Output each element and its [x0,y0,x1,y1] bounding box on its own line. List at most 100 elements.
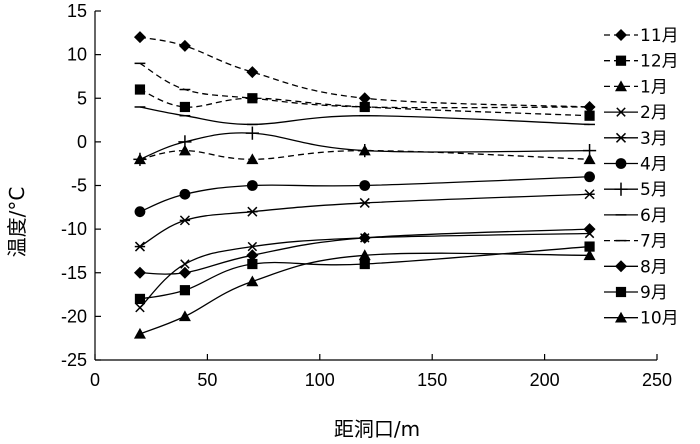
series-10-point-3 [246,249,259,262]
y-tick-label: -5 [71,176,87,196]
legend-marker [615,286,627,298]
series-2-point-5 [584,110,595,121]
series-12-point-3 [246,275,259,287]
series-11-point-3 [247,258,258,270]
series-1-point-1 [133,31,146,44]
legend-item-10: 8月 [604,257,668,277]
legend-label: 1月 [640,77,668,97]
series-5-point-4 [359,197,370,208]
legend-item-4: 2月 [604,103,668,123]
legend-label: 2月 [640,103,668,123]
legend-marker [615,80,627,92]
legend-item-2: 12月 [604,52,679,72]
legend-item-12: 10月 [604,309,679,329]
legend-label: 9月 [640,283,668,303]
series-7-point-1 [133,152,147,166]
y-tick-label: 5 [77,88,87,108]
series-11-point-5 [584,241,595,252]
series-11-point-1 [134,293,146,305]
series-10-point-1 [133,266,146,279]
y-axis-title: 温度/°C [5,187,29,258]
series-line-4 [139,232,590,309]
series-7-point-3 [245,126,259,140]
series-4-point-2 [180,259,190,269]
series-5-point-1 [134,241,146,252]
series-5-point-3 [247,206,258,217]
series-1-point-2 [178,39,191,52]
series-3-point-5 [583,153,596,165]
legend-marker [615,158,627,169]
series-7-point-4 [358,144,372,158]
y-tick-label: 15 [67,1,87,21]
series-2-point-1 [134,84,146,95]
series-line-9 [139,62,590,109]
legend-marker [615,311,627,323]
series-10-point-2 [178,266,191,279]
legend-item-6: 4月 [604,155,668,175]
series-6-point-5 [584,171,595,183]
y-tick-label: -10 [61,219,87,239]
y-tick-label: -20 [61,306,87,326]
series-3-point-3 [246,153,259,165]
series-7-point-2 [178,135,192,149]
series-line-5 [139,193,590,248]
legend-label: 6月 [640,206,668,226]
series-1-point-3 [246,66,259,79]
series-2-point-2 [179,101,191,113]
legend-marker [614,182,628,196]
legend-label: 5月 [640,180,668,200]
legend-label: 8月 [640,257,668,277]
series-6-point-4 [359,180,371,191]
legend-item-9: 7月 [604,232,668,252]
series-7-point-5 [582,144,597,158]
legend-marker [615,260,627,273]
series-5-point-2 [179,215,191,226]
series-6-point-1 [134,206,146,218]
y-tick-label: -15 [61,263,87,283]
legend-item-1: 11月 [604,26,679,46]
series-12-point-5 [583,249,596,261]
x-axis-title: 距洞口/m [334,417,420,441]
series-12-point-4 [358,249,371,261]
series-6-point-3 [246,180,258,191]
series-3-point-2 [178,144,191,156]
y-tick-label: -25 [61,350,87,370]
legend-label: 12月 [640,52,679,72]
legend-marker [615,132,627,143]
series-6-point-2 [179,188,191,200]
x-tick-label: 100 [305,370,335,390]
legend-item-11: 9月 [604,283,668,303]
series-markers [133,31,597,339]
legend-label: 3月 [640,129,668,149]
series-4-point-3 [247,241,258,252]
series-line-7 [139,132,590,160]
series-11-point-4 [359,258,370,270]
legend-label: 10月 [640,309,679,329]
series-12-point-1 [133,327,146,339]
series-5-point-5 [584,189,595,200]
legend-item-8: 6月 [604,206,668,226]
legend: 11月 12月 1月 2月 3月 4月 5月 6月 7月 8月 9月 10月 [604,26,679,329]
y-tick-label: 0 [77,132,87,152]
series-1-point-4 [358,92,371,105]
y-tick-label: 10 [67,45,87,65]
series-10-point-5 [583,223,596,236]
x-tick-label: 0 [90,370,100,390]
series-12-point-2 [178,310,191,322]
legend-marker [615,29,627,41]
x-tick-label: 150 [417,370,447,390]
legend-label: 7月 [640,232,668,252]
legend-item-7: 5月 [604,180,668,200]
x-tick-label: 250 [642,370,672,390]
x-tick-label: 50 [197,370,217,390]
legend-label: 11月 [640,26,679,46]
legend-item-5: 3月 [604,129,668,149]
legend-item-3: 1月 [604,77,668,97]
series-10-point-4 [358,231,371,244]
x-tick-label: 200 [530,370,560,390]
legend-label: 4月 [640,155,668,175]
series-11-point-2 [179,285,191,296]
legend-marker [615,55,627,66]
